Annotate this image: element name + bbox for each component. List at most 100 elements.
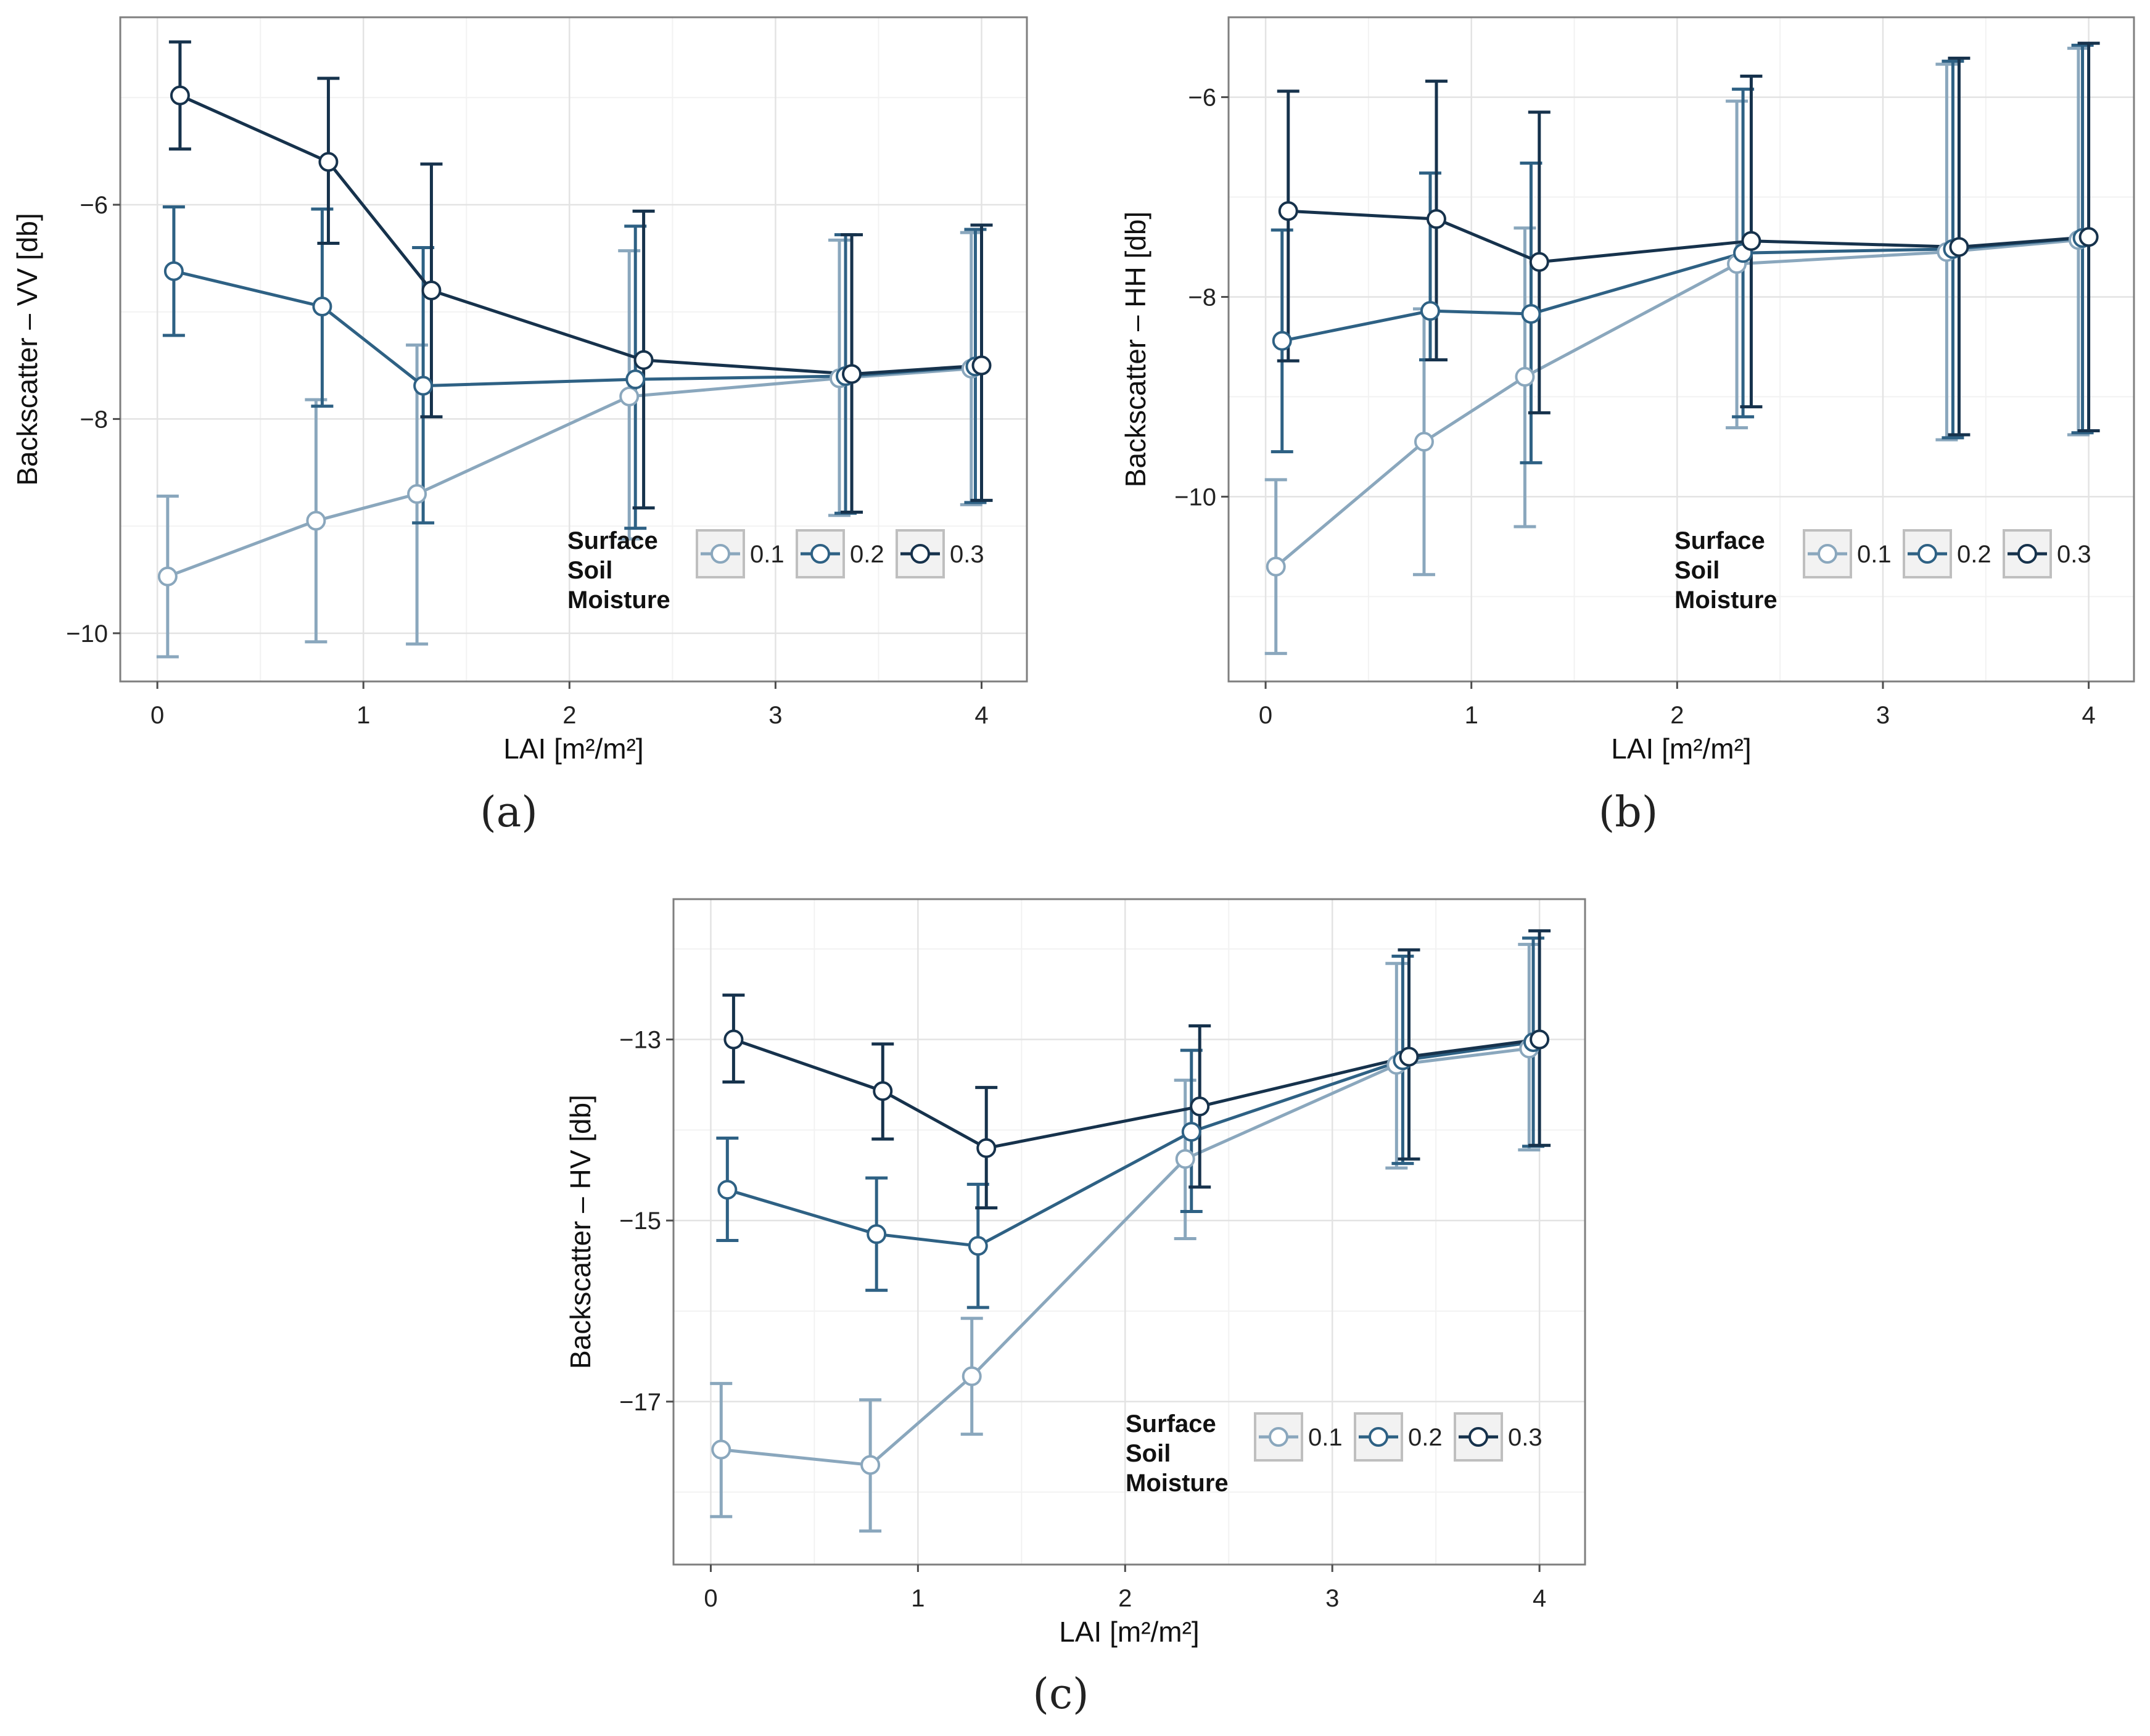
data-point bbox=[1175, 1149, 1195, 1169]
data-point bbox=[1190, 1096, 1210, 1117]
legend-label: 0.2 bbox=[1957, 541, 1991, 568]
legend-title-line: Moisture bbox=[1126, 1470, 1229, 1497]
data-point bbox=[867, 1224, 887, 1244]
plot-border bbox=[119, 16, 1028, 683]
data-point bbox=[842, 364, 862, 384]
legend-title-line: Surface bbox=[1126, 1410, 1216, 1438]
x-tick-label: 0 bbox=[1259, 702, 1272, 729]
legend-key-point bbox=[810, 544, 830, 564]
x-tick-label: 0 bbox=[704, 1585, 717, 1612]
data-point bbox=[1420, 301, 1440, 321]
y-tick-label: −8 bbox=[80, 406, 108, 433]
panel-b: (b) 0 1 2 3 4 −10 −8 −6 LAI [m²/m²] Backscatter –… bbox=[1119, 16, 2135, 837]
data-point bbox=[157, 566, 178, 586]
data-point bbox=[1529, 252, 1549, 272]
data-point bbox=[1399, 1047, 1419, 1067]
y-tick-label: −17 bbox=[619, 1389, 661, 1416]
panel-a-label: (a) bbox=[480, 788, 538, 837]
data-point bbox=[1530, 1029, 1550, 1050]
y-tick-label: −10 bbox=[1174, 483, 1216, 511]
x-tick-label: 0 bbox=[150, 702, 164, 729]
data-point bbox=[619, 386, 640, 406]
x-axis-label: LAI [m²/m²] bbox=[1059, 1616, 1199, 1648]
series-line-0.1 bbox=[1275, 238, 2079, 568]
data-point bbox=[2078, 227, 2099, 247]
data-point bbox=[962, 1366, 982, 1386]
x-tick-label: 2 bbox=[562, 702, 576, 729]
series-line-0.1 bbox=[721, 1047, 1530, 1467]
y-axis-label: Backscatter – HV [db] bbox=[564, 1095, 596, 1369]
x-tick-label: 2 bbox=[1118, 1585, 1132, 1612]
panel-b-label: (b) bbox=[1599, 788, 1658, 837]
plot-background bbox=[120, 17, 1027, 681]
series-line-0.3 bbox=[179, 94, 982, 376]
data-point bbox=[625, 369, 646, 390]
legend-title-line: Soil bbox=[1674, 557, 1720, 584]
y-tick-label: −6 bbox=[1188, 84, 1216, 112]
data-point bbox=[976, 1138, 997, 1158]
data-point bbox=[163, 261, 184, 281]
data-point bbox=[306, 511, 326, 531]
legend-label: 0.3 bbox=[950, 541, 984, 568]
data-point bbox=[318, 152, 339, 172]
y-tick-label: −15 bbox=[619, 1207, 661, 1235]
x-tick-label: 1 bbox=[911, 1585, 925, 1612]
x-tick-label: 2 bbox=[1670, 702, 1684, 729]
data-point bbox=[170, 85, 190, 105]
x-tick-label: 3 bbox=[768, 702, 782, 729]
plot-border bbox=[672, 898, 1586, 1566]
x-tick-label: 4 bbox=[974, 702, 988, 729]
legend-key-point bbox=[1269, 1427, 1288, 1447]
y-tick-label: −8 bbox=[1188, 284, 1216, 311]
series-line-0.2 bbox=[727, 1040, 1534, 1248]
legend-label: 0.3 bbox=[2057, 541, 2091, 568]
x-tick-label: 4 bbox=[1533, 1585, 1546, 1612]
legend-key-point bbox=[1818, 544, 1837, 564]
data-point bbox=[1521, 304, 1541, 324]
legend-label: 0.1 bbox=[750, 541, 785, 568]
legend-label: 0.1 bbox=[1308, 1424, 1343, 1451]
data-point bbox=[1949, 237, 1969, 257]
y-axis-label: Backscatter – HH [db] bbox=[1119, 212, 1151, 487]
y-axis-label: Backscatter – VV [db] bbox=[11, 213, 43, 485]
legend-key-point bbox=[910, 544, 930, 564]
plot-background bbox=[1229, 17, 2134, 681]
series-line-0.3 bbox=[1288, 209, 2089, 264]
data-point bbox=[717, 1180, 738, 1200]
data-point bbox=[1278, 201, 1298, 221]
x-tick-label: 1 bbox=[356, 702, 370, 729]
data-point bbox=[873, 1081, 893, 1101]
legend-title-line: Soil bbox=[1126, 1440, 1171, 1467]
legend-title-line: Moisture bbox=[1674, 586, 1777, 614]
data-point bbox=[1414, 432, 1434, 452]
data-point bbox=[633, 350, 654, 370]
legend-key-point bbox=[1369, 1427, 1388, 1447]
legend-label: 0.3 bbox=[1508, 1424, 1542, 1451]
data-point bbox=[1426, 209, 1446, 229]
y-tick-label: −6 bbox=[80, 192, 108, 219]
legend-label: 0.2 bbox=[850, 541, 884, 568]
data-point bbox=[1272, 331, 1292, 351]
series-line-0.3 bbox=[733, 1038, 1540, 1150]
data-point bbox=[968, 1236, 988, 1256]
legend-label: 0.1 bbox=[1857, 541, 1892, 568]
panel-a: (a) 0 1 2 3 4 −10 −8 −6 LAI [m²/m²] Backscatter –… bbox=[11, 16, 1028, 837]
x-tick-label: 4 bbox=[2082, 702, 2095, 729]
plot-border bbox=[1227, 16, 2135, 683]
data-point bbox=[723, 1029, 744, 1050]
data-point bbox=[1181, 1122, 1201, 1142]
data-point bbox=[860, 1455, 881, 1475]
data-point bbox=[971, 355, 992, 376]
data-point bbox=[421, 280, 442, 300]
x-tick-label: 1 bbox=[1465, 702, 1478, 729]
legend-key-point bbox=[710, 544, 730, 564]
data-point bbox=[413, 376, 434, 396]
x-axis-label: LAI [m²/m²] bbox=[1611, 733, 1751, 765]
data-point bbox=[1515, 367, 1535, 387]
legend-key-point bbox=[1917, 544, 1937, 564]
data-point bbox=[1266, 556, 1286, 577]
